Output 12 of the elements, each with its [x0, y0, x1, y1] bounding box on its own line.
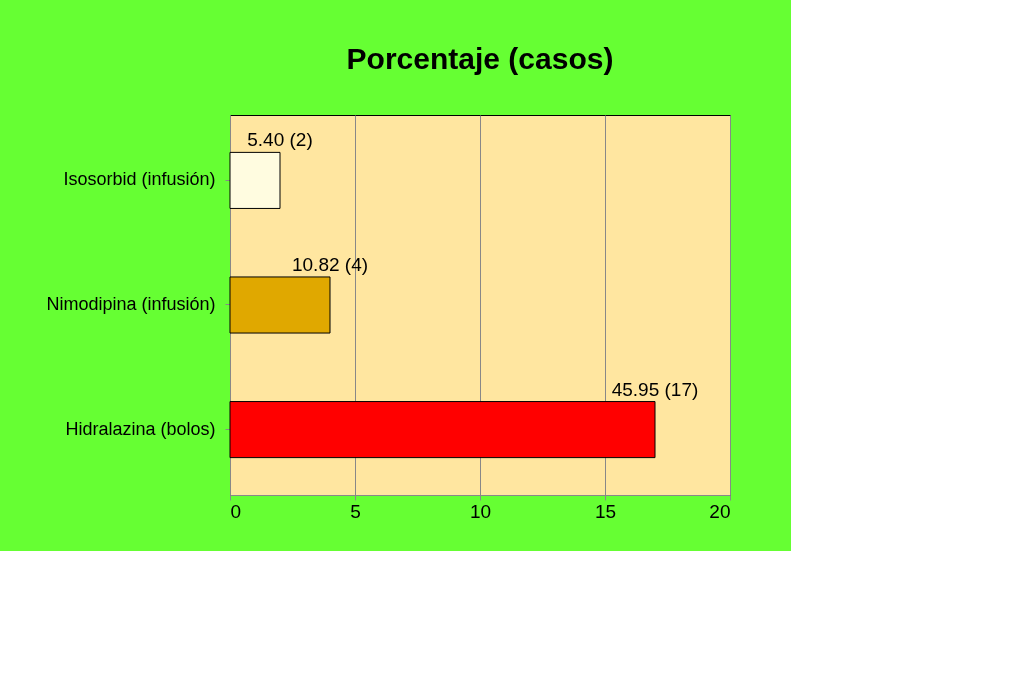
y-tick-label: Hidralazina (bolos) [65, 418, 216, 439]
x-tick-label: 20 [709, 500, 731, 522]
data-label: 10.82 (4) [291, 254, 369, 275]
data-label: 45.95 (17) [611, 378, 699, 400]
data-label: 5.40 (2) [247, 129, 313, 151]
x-tick-label: 5 [350, 500, 361, 522]
y-tick-label: Isosorbid (infusión) [63, 169, 216, 190]
x-tick-label: 15 [594, 500, 617, 522]
chart-title: Porcentaje (casos) [346, 42, 614, 75]
x-tick-label: 0 [230, 500, 242, 522]
y-tick-label: Nimodipina (infusión) [46, 294, 216, 314]
x-tick-label: 10 [469, 500, 492, 522]
